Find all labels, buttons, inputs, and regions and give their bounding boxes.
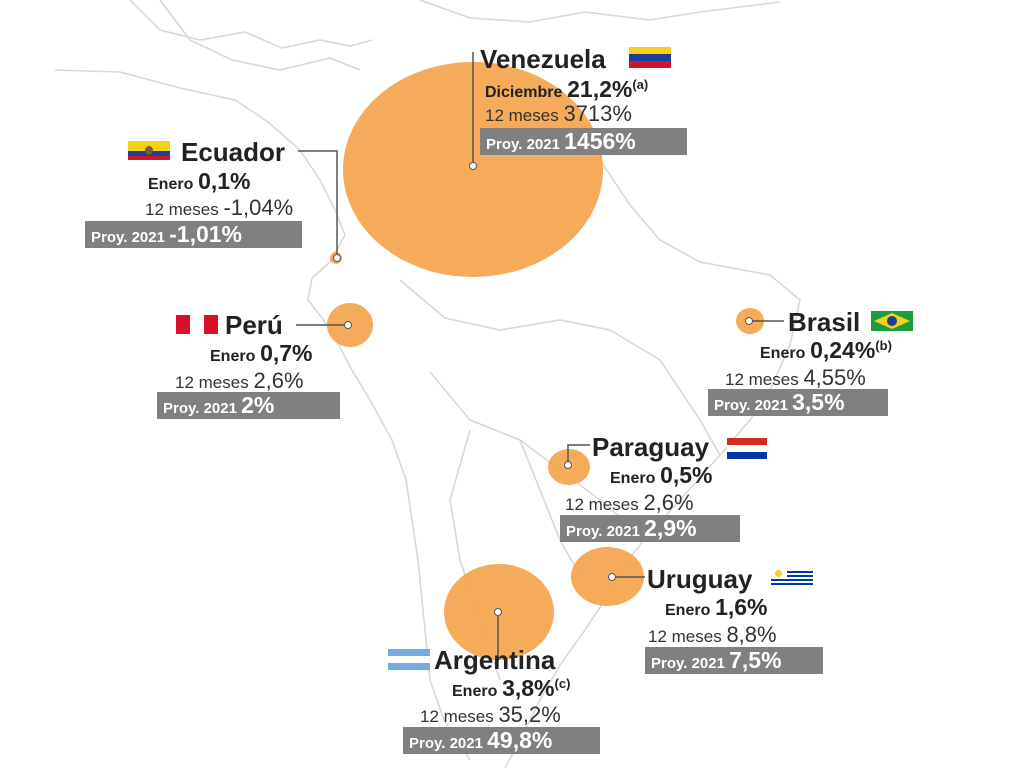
peru-12m-label: 12 meses [175, 373, 249, 392]
peru-period-label: Enero [210, 348, 256, 365]
uruguay-period-value: 1,6% [715, 594, 768, 620]
peru-dot [344, 321, 352, 329]
brasil-proy-label: Proy. 2021 [714, 397, 788, 414]
uruguay-12m-label: 12 meses [648, 627, 722, 646]
ecuador-12m-value: -1,04% [223, 195, 294, 220]
argentina-period: Enero 3,8%(c) [452, 675, 570, 702]
peru-proy-label: Proy. 2021 [163, 400, 237, 417]
venezuela-note: (a) [632, 77, 649, 92]
argentina-period-value: 3,8% [502, 675, 555, 701]
venezuela-period: Diciembre 21,2%(a) [485, 76, 648, 103]
argentina-12m-value: 35,2% [498, 702, 561, 727]
uruguay-flag-icon [771, 569, 813, 587]
venezuela-12m: 12 meses 3713% [485, 101, 632, 127]
ecuador-period-label: Enero [148, 176, 194, 193]
ecuador-proy-label: Proy. 2021 [91, 229, 165, 246]
ecuador-flag-icon [128, 141, 170, 160]
paraguay-name: Paraguay [592, 432, 710, 462]
venezuela-flag-icon [629, 47, 671, 68]
venezuela-proy-value: 1456% [564, 128, 636, 154]
ecuador-12m-label: 12 meses [145, 200, 219, 219]
peru-12m: 12 meses 2,6% [175, 368, 304, 394]
venezuela-proy-label: Proy. 2021 [486, 136, 560, 153]
uruguay-12m: 12 meses 8,8% [648, 622, 777, 648]
paraguay-proy-value: 2,9% [644, 515, 697, 541]
argentina-period-label: Enero [452, 683, 498, 700]
uruguay-period-label: Enero [665, 602, 711, 619]
ecuador-leader [298, 150, 338, 256]
caribbean-islands [419, 0, 781, 23]
uruguay-period: Enero 1,6% [665, 594, 768, 621]
venezuela-period-value: 21,2% [567, 76, 633, 102]
venezuela-dot [469, 162, 477, 170]
ecuador-name: Ecuador [181, 137, 286, 167]
argentina-flag-icon [388, 649, 430, 670]
uruguay-name: Uruguay [647, 564, 753, 594]
argentina-proy-label: Proy. 2021 [409, 735, 483, 752]
caribbean-outline [129, 0, 373, 49]
peru-proy: Proy. 2021 2% [157, 392, 340, 419]
argentina-proy-value: 49,8% [487, 727, 553, 753]
paraguay-period-value: 0,5% [660, 462, 713, 488]
venezuela-period-label: Diciembre [485, 84, 563, 101]
venezuela-12m-value: 3713% [563, 101, 632, 126]
uruguay-12m-value: 8,8% [726, 622, 777, 647]
brasil-12m-value: 4,55% [803, 365, 866, 390]
paraguay-proy-label: Proy. 2021 [566, 523, 640, 540]
ecuador-period-value: 0,1% [198, 168, 251, 194]
interior-border-1 [399, 279, 721, 456]
brasil-12m: 12 meses 4,55% [725, 365, 866, 391]
ecuador-proy-value: -1,01% [169, 221, 242, 247]
uruguay-dot [608, 573, 616, 581]
peru-12m-value: 2,6% [253, 368, 304, 393]
brasil-name: Brasil [788, 307, 861, 337]
brasil-period-label: Enero [760, 345, 806, 362]
brasil-note: (b) [875, 338, 892, 353]
peru-name: Perú [225, 310, 283, 340]
ecuador-dot [333, 254, 341, 262]
venezuela-name: Venezuela [480, 44, 606, 74]
peru-proy-value: 2% [241, 392, 275, 418]
uruguay-proy-value: 7,5% [729, 647, 782, 673]
uruguay-proy-label: Proy. 2021 [651, 655, 725, 672]
argentina-12m: 12 meses 35,2% [420, 702, 561, 728]
argentina-proy: Proy. 2021 49,8% [403, 727, 600, 754]
brasil-12m-label: 12 meses [725, 370, 799, 389]
paraguay-12m-value: 2,6% [643, 490, 694, 515]
paraguay-leader [567, 444, 590, 465]
central-america-outline [54, 69, 346, 236]
venezuela-proy: Proy. 2021 1456% [480, 128, 687, 155]
ecuador-proy: Proy. 2021 -1,01% [85, 221, 302, 248]
ecuador-12m: 12 meses -1,04% [145, 195, 293, 221]
ecuador-period: Enero 0,1% [148, 168, 251, 195]
brasil-proy: Proy. 2021 3,5% [708, 389, 888, 416]
brasil-dot [745, 317, 753, 325]
paraguay-period: Enero 0,5% [610, 462, 713, 489]
brasil-period-value: 0,24% [810, 337, 876, 363]
argentina-name: Argentina [434, 645, 556, 675]
argentina-note: (c) [554, 676, 571, 691]
paraguay-proy: Proy. 2021 2,9% [560, 515, 740, 542]
brasil-period: Enero 0,24%(b) [760, 337, 892, 364]
paraguay-12m-label: 12 meses [565, 495, 639, 514]
paraguay-dot [564, 461, 572, 469]
peru-period: Enero 0,7% [210, 340, 313, 367]
brasil-proy-value: 3,5% [792, 389, 845, 415]
argentina-12m-label: 12 meses [420, 707, 494, 726]
brasil-flag-icon [871, 311, 913, 331]
peru-flag-icon [176, 315, 218, 334]
paraguay-flag-icon [727, 438, 767, 459]
paraguay-period-label: Enero [610, 470, 656, 487]
interior-border-2 [429, 371, 636, 531]
interior-border-4 [519, 439, 581, 576]
paraguay-12m: 12 meses 2,6% [565, 490, 694, 516]
venezuela-12m-label: 12 meses [485, 106, 559, 125]
central-america-outline-2 [159, 0, 361, 71]
argentina-dot [494, 608, 502, 616]
peru-period-value: 0,7% [260, 340, 313, 366]
uruguay-proy: Proy. 2021 7,5% [645, 647, 823, 674]
